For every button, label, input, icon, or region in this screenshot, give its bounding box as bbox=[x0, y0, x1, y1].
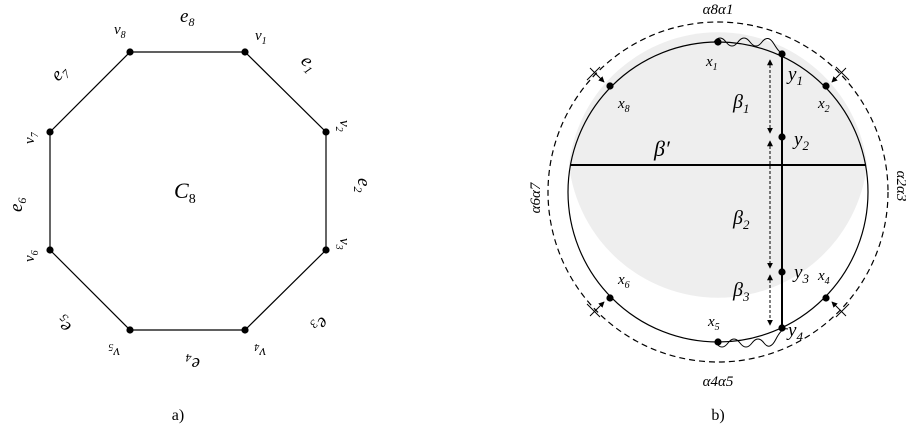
label-beta1: β1 bbox=[732, 91, 749, 116]
vertex-label-v2: v2 bbox=[333, 120, 352, 132]
vertex-label-v3: v3 bbox=[333, 238, 352, 250]
vertex-v6-dot bbox=[46, 246, 54, 254]
vertex-v1-dot bbox=[241, 48, 249, 56]
label-y2: y2 bbox=[792, 129, 809, 153]
label-beta2: β2 bbox=[732, 207, 750, 232]
caption-a: a) bbox=[172, 407, 184, 424]
panel-b: x1 x2 x4 x5 x6 x8 y1 y2 y3 y4 β1 β2 β3 β… bbox=[528, 2, 906, 424]
vertex-v8-dot bbox=[126, 48, 134, 56]
edge-label-e4: e4 bbox=[186, 351, 200, 374]
point-y1 bbox=[778, 50, 786, 58]
tick-upper-right-cross bbox=[835, 66, 850, 81]
label-beta3: β3 bbox=[732, 279, 750, 304]
edge-label-e3: e3 bbox=[307, 311, 333, 337]
label-alpha-top: α8α1 bbox=[703, 2, 734, 18]
vertex-v7-dot bbox=[46, 128, 54, 136]
outer-dashed-circle bbox=[547, 21, 889, 363]
label-y4: y4 bbox=[786, 320, 803, 344]
label-x6: x6 bbox=[617, 272, 630, 291]
tick-upper-left-cross bbox=[586, 66, 601, 81]
tick-lower-left bbox=[589, 301, 605, 317]
edge-label-e6: e6 bbox=[6, 198, 29, 212]
label-x8: x8 bbox=[617, 96, 630, 115]
vertex-v3-dot bbox=[322, 246, 330, 254]
label-beta-prime: β′ bbox=[653, 136, 671, 161]
edge-label-e2: e2 bbox=[351, 178, 374, 192]
point-y4 bbox=[778, 324, 786, 332]
tick-lower-left-cross bbox=[586, 303, 601, 318]
lower-region bbox=[569, 165, 867, 298]
point-y2 bbox=[778, 133, 786, 141]
label-alpha-left: α6α7 bbox=[528, 181, 544, 213]
label-x1: x1 bbox=[705, 54, 718, 73]
panel-a: v1 v2 v3 v4 v5 v6 v7 v8 e1 e2 e3 e4 e5 e… bbox=[6, 6, 374, 424]
graph-name-c8: C8 bbox=[174, 178, 196, 207]
edge-label-e7: e7 bbox=[47, 60, 74, 87]
wavy-arc-top bbox=[713, 37, 783, 53]
point-x2 bbox=[822, 82, 830, 90]
label-x4: x4 bbox=[817, 268, 830, 287]
label-alpha-right: α2α3 bbox=[893, 171, 906, 202]
label-x5: x5 bbox=[707, 314, 720, 333]
vertex-v4-dot bbox=[241, 326, 249, 334]
point-x1 bbox=[714, 38, 722, 46]
upper-region bbox=[569, 32, 867, 165]
wavy-arc-bottom bbox=[715, 328, 789, 348]
label-y3: y3 bbox=[792, 262, 809, 286]
point-x5 bbox=[714, 338, 722, 346]
tick-upper-left bbox=[589, 67, 605, 83]
label-x2: x2 bbox=[817, 96, 830, 115]
caption-b: b) bbox=[711, 407, 724, 424]
label-y1: y1 bbox=[786, 64, 803, 88]
vertex-label-v8: v8 bbox=[114, 22, 126, 41]
vertex-label-v6: v6 bbox=[22, 250, 41, 262]
vertex-label-v5: v5 bbox=[108, 341, 120, 360]
label-alpha-bottom: α4α5 bbox=[703, 374, 734, 390]
point-x8 bbox=[606, 82, 614, 90]
edge-label-e5: e5 bbox=[50, 311, 76, 337]
vertex-v5-dot bbox=[126, 326, 134, 334]
tick-lower-right bbox=[831, 301, 847, 317]
vertex-label-v7: v7 bbox=[22, 131, 41, 144]
tick-lower-right-cross bbox=[835, 303, 850, 318]
point-x4 bbox=[822, 294, 830, 302]
vertex-label-v1: v1 bbox=[255, 28, 267, 47]
edge-label-e1: e1 bbox=[295, 51, 321, 77]
edge-label-e8: e8 bbox=[180, 6, 194, 29]
point-x6 bbox=[606, 294, 614, 302]
ring-ticks bbox=[586, 66, 850, 318]
tick-upper-right bbox=[831, 67, 847, 83]
point-y3 bbox=[778, 268, 786, 276]
octagon-vertices bbox=[46, 48, 330, 334]
vertex-v2-dot bbox=[322, 128, 330, 136]
vertex-label-v4: v4 bbox=[254, 341, 266, 360]
